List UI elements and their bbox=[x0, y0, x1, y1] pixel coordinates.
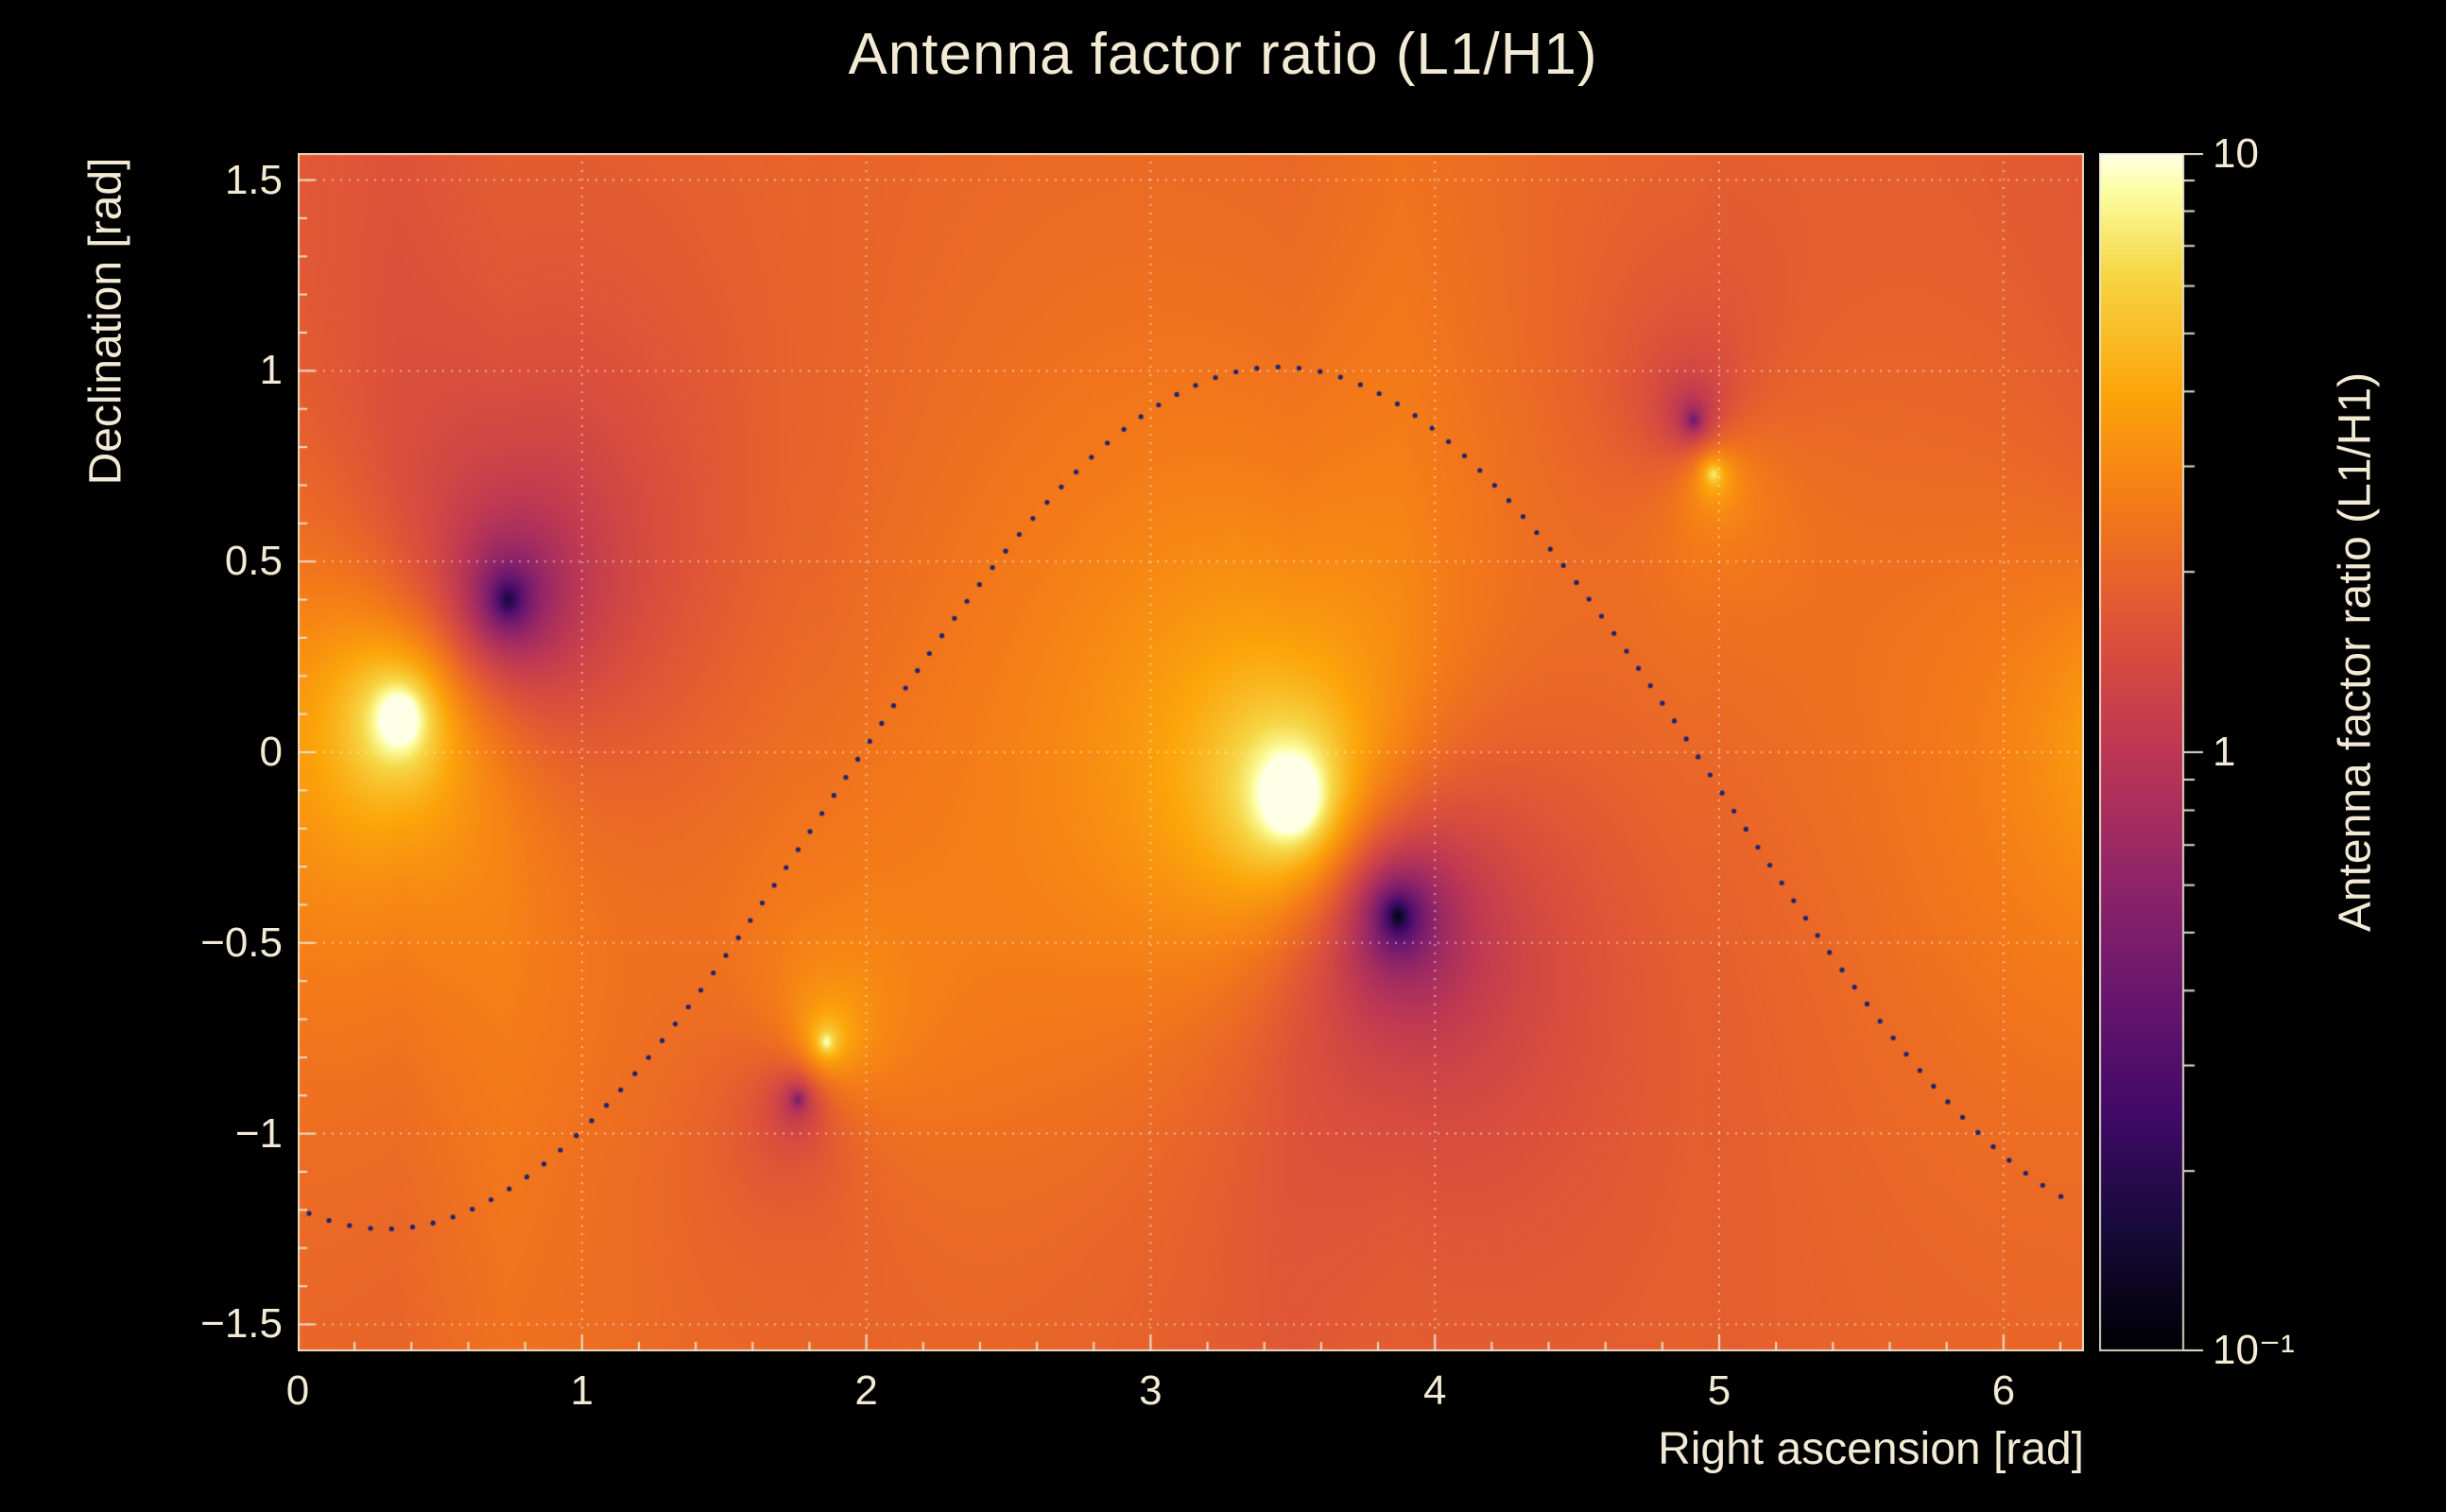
y-tick-label: 1 bbox=[259, 347, 283, 394]
x-tick-label: 0 bbox=[285, 1367, 310, 1414]
y-tick-label: 0.5 bbox=[224, 538, 283, 585]
colorbar-tick-label: 10⁻¹ bbox=[2213, 1327, 2295, 1373]
x-tick-label: 6 bbox=[1991, 1367, 2016, 1414]
y-tick-label: −1 bbox=[234, 1109, 283, 1157]
x-axis-title: Right ascension [rad] bbox=[1658, 1424, 2084, 1474]
x-tick-label: 5 bbox=[1707, 1367, 1731, 1414]
y-tick-label: 0 bbox=[259, 729, 283, 775]
chart-title: Antenna factor ratio (L1/H1) bbox=[848, 22, 1598, 87]
y-axis-title: Declination [rad] bbox=[80, 157, 131, 486]
heatmap-canvas bbox=[298, 153, 2084, 1351]
x-tick-label: 2 bbox=[854, 1367, 878, 1414]
colorbar-tick-label: 1 bbox=[2213, 729, 2236, 775]
x-tick-label: 4 bbox=[1422, 1367, 1447, 1414]
colorbar-tick-label: 10 bbox=[2213, 130, 2259, 177]
x-tick-label: 3 bbox=[1139, 1367, 1163, 1414]
y-tick-label: −1.5 bbox=[200, 1300, 283, 1348]
colorbar-title: Antenna factor ratio (L1/H1) bbox=[2330, 371, 2381, 933]
colorbar-canvas bbox=[2099, 153, 2213, 1351]
y-tick-label: 1.5 bbox=[224, 156, 283, 203]
y-tick-label: −0.5 bbox=[200, 919, 283, 966]
x-tick-label: 1 bbox=[570, 1367, 594, 1414]
